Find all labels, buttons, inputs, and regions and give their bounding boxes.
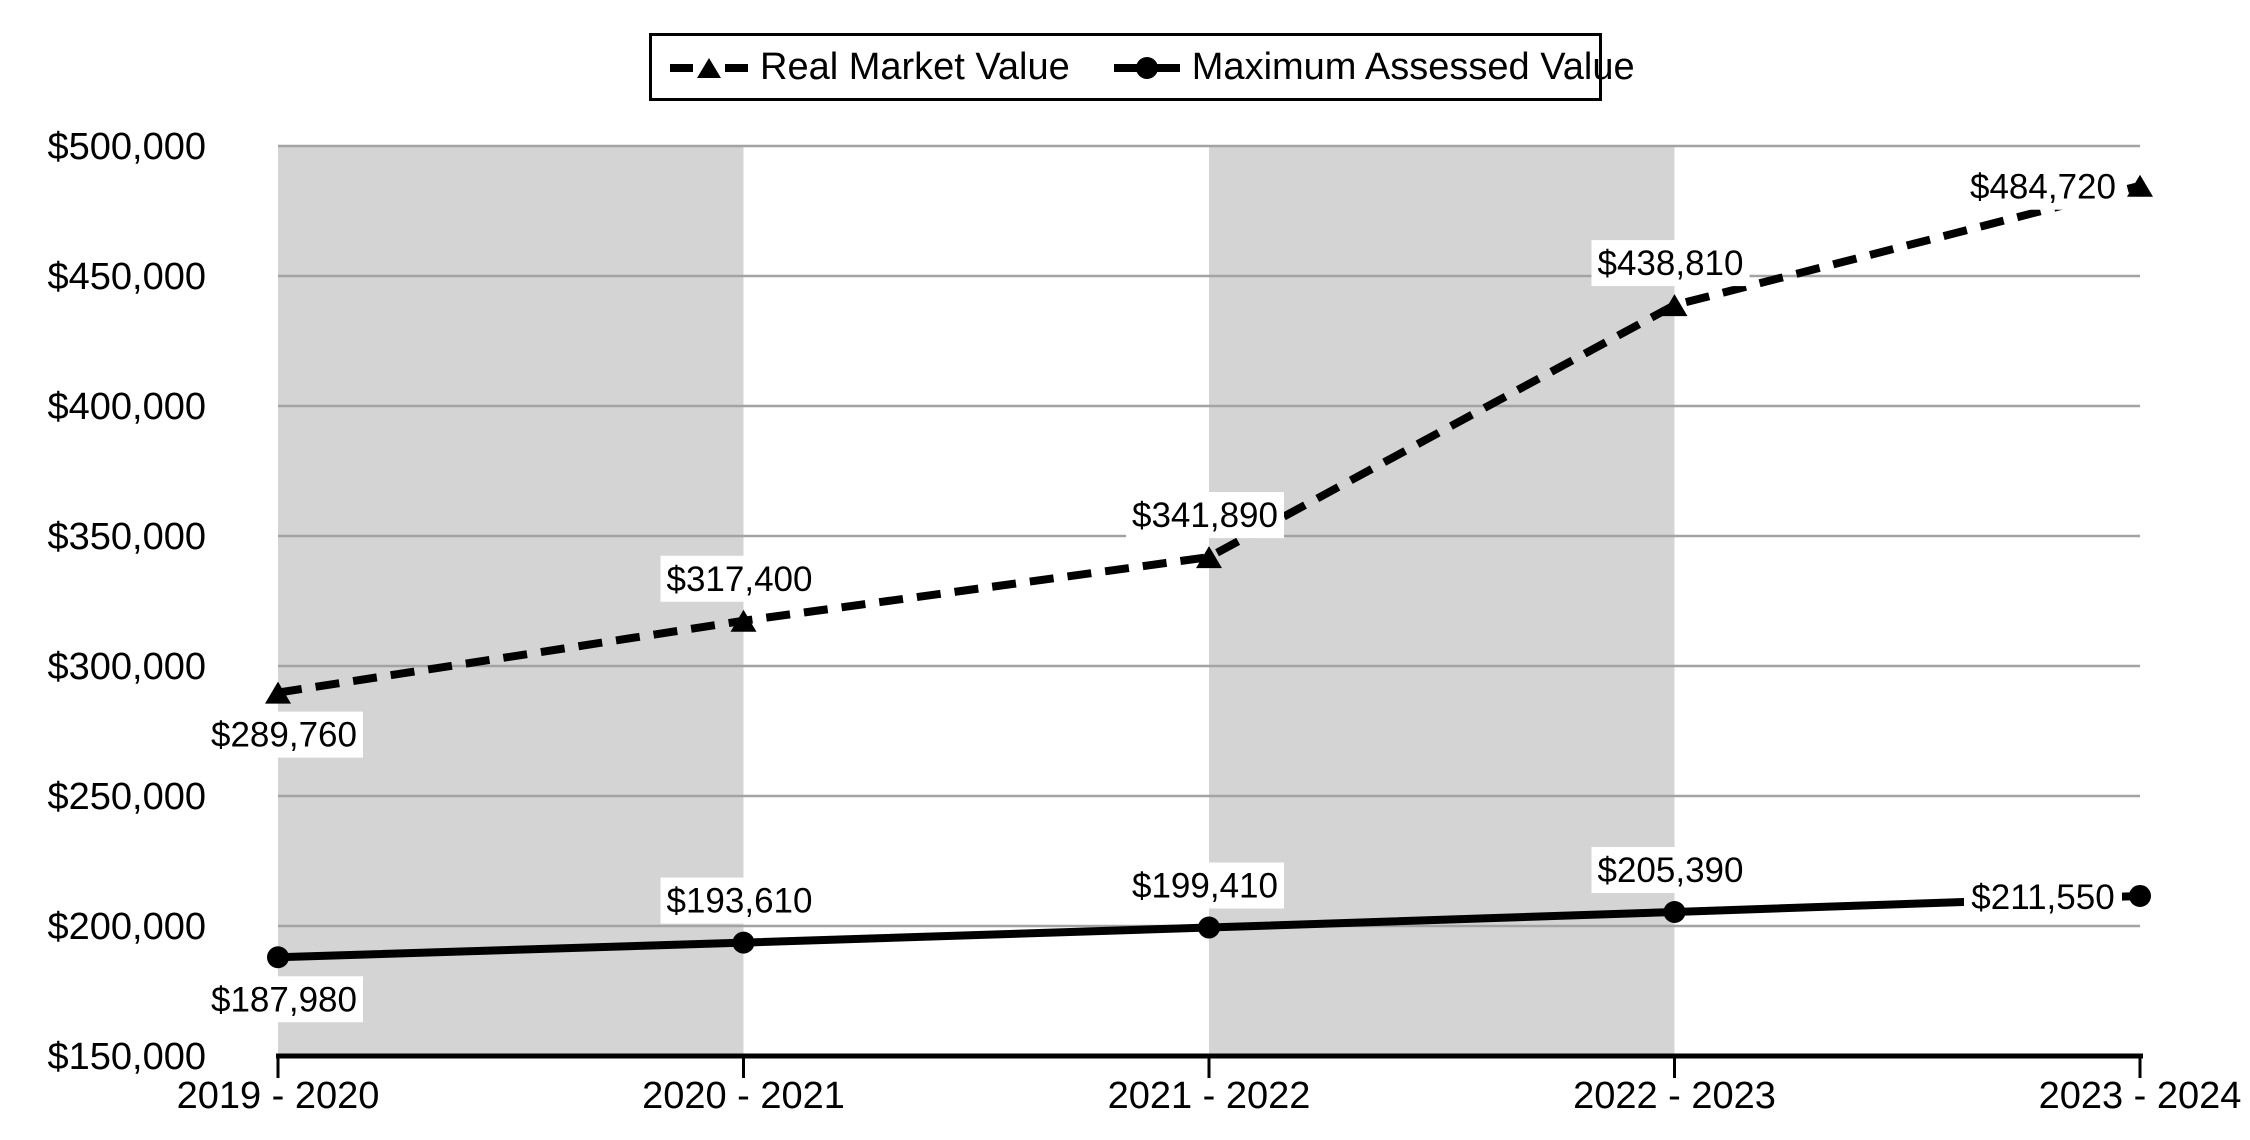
data-label-box (660, 877, 819, 924)
data-label: $341,890 (1132, 496, 1278, 535)
data-label-box (1591, 846, 1750, 893)
data-label-box (205, 976, 363, 1023)
data-label: $187,980 (211, 980, 357, 1019)
y-axis-tick-label: $400,000 (48, 386, 207, 428)
data-label: $199,410 (1132, 867, 1278, 906)
data-label: $205,390 (1598, 851, 1744, 890)
x-axis-tick-label: 2020 - 2021 (642, 1075, 845, 1117)
data-label-box (205, 711, 363, 758)
chart-legend: Real Market Value Maximum Assessed Value (649, 33, 1635, 101)
y-axis-tick-label: $500,000 (48, 126, 207, 168)
data-label: $211,550 (1971, 878, 2114, 917)
series-line-real-market-value (277, 181, 2141, 697)
legend-label-real-market-value: Real Market Value (760, 45, 1070, 88)
y-axis-tick-label: $300,000 (48, 646, 207, 688)
x-axis-tick-label: 2023 - 2024 (2039, 1075, 2242, 1117)
x-axis-tick-label: 2022 - 2023 (1573, 1075, 1776, 1117)
data-label: $289,760 (211, 716, 357, 755)
legend-item-real-market-value: Real Market Value (670, 46, 1070, 89)
data-label-box (1964, 163, 2122, 210)
data-label: $484,720 (1970, 168, 2116, 207)
plot-band (1209, 146, 1675, 1056)
dashed-line-triangle-marker-icon (670, 58, 748, 78)
circle-marker (267, 946, 289, 969)
circle-marker (2129, 884, 2151, 907)
data-label-box (1126, 862, 1284, 909)
solid-line-circle-marker-icon (1113, 57, 1180, 79)
triangle-marker (1196, 546, 1222, 569)
y-axis-tick-label: $150,000 (48, 1036, 207, 1078)
y-axis-tick-label: $250,000 (48, 776, 207, 818)
x-axis-tick-label: 2021 - 2022 (1108, 1075, 1311, 1117)
legend-item-maximum-assessed-value: Maximum Assessed Value (1113, 45, 1635, 89)
circle-marker (1198, 916, 1220, 939)
y-axis-tick-label: $350,000 (48, 516, 207, 558)
data-label: $317,400 (667, 560, 813, 599)
data-label-box (660, 555, 819, 602)
y-axis-tick-label: $200,000 (48, 906, 207, 948)
triangle-marker (730, 609, 757, 632)
data-label: $193,610 (667, 882, 813, 921)
circle-marker (1663, 900, 1686, 923)
data-label-box (1964, 873, 2122, 920)
triangle-marker (2127, 174, 2153, 197)
data-label-box (1126, 492, 1284, 539)
data-label-box (1591, 240, 1750, 287)
x-axis-tick-label: 2019 - 2020 (177, 1075, 380, 1117)
legend-label-maximum-assessed-value: Maximum Assessed Value (1191, 45, 1635, 88)
circle-marker (732, 931, 755, 954)
y-axis-tick-label: $450,000 (48, 256, 207, 298)
triangle-marker (1661, 294, 1688, 317)
data-label: $438,810 (1598, 244, 1744, 283)
triangle-marker (265, 681, 291, 704)
